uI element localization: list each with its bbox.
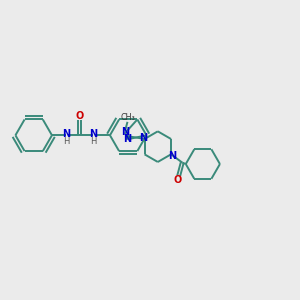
- Text: H: H: [90, 137, 97, 146]
- Text: O: O: [173, 175, 182, 185]
- Text: N: N: [121, 127, 129, 136]
- Text: N: N: [89, 129, 98, 140]
- Text: N: N: [123, 134, 131, 144]
- Text: CH₃: CH₃: [120, 113, 135, 122]
- Text: O: O: [75, 111, 84, 121]
- Text: H: H: [63, 137, 69, 146]
- Text: N: N: [62, 129, 70, 140]
- Text: N: N: [169, 151, 177, 161]
- Text: N: N: [139, 133, 147, 142]
